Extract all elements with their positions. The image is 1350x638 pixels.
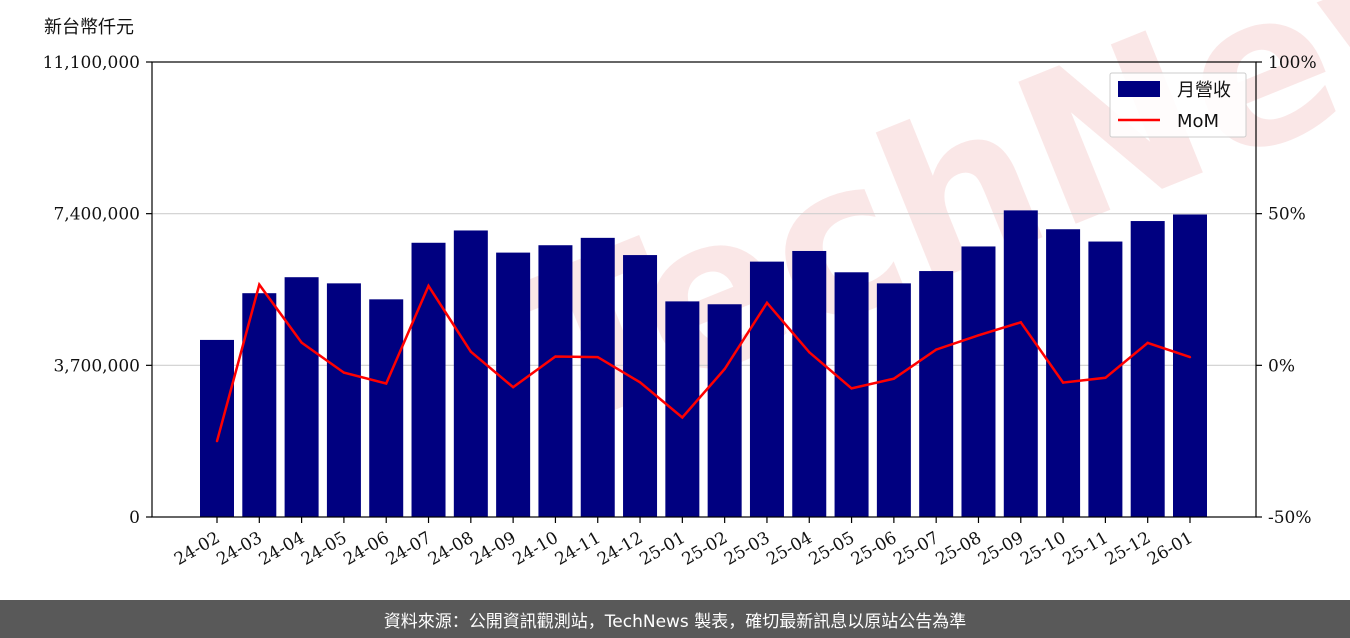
x-tick-label-25-12: 25-12 xyxy=(1102,528,1154,570)
plot-frame xyxy=(151,61,1257,518)
right-tick-label-1: 0% xyxy=(1268,356,1295,376)
x-tick-label-25-04: 25-04 xyxy=(763,528,815,570)
mom-point-24-10 xyxy=(554,355,557,358)
legend: 月營收 MoM xyxy=(1109,72,1247,138)
right-tick-label-3: 100% xyxy=(1268,53,1317,73)
x-tick-label-25-05: 25-05 xyxy=(806,528,858,570)
right-tick-label-2: 50% xyxy=(1268,205,1306,225)
revenue-bar-25-02 xyxy=(707,304,742,517)
x-tick-label-24-10: 24-10 xyxy=(509,528,561,570)
mom-point-24-07 xyxy=(427,284,430,288)
left-tick-label-2: 7,400,000 xyxy=(53,205,140,225)
legend-label-mom: MoM xyxy=(1177,111,1219,132)
x-tick-label-24-09: 24-09 xyxy=(467,528,519,570)
revenue-bar-24-09 xyxy=(496,252,531,518)
revenue-bar-25-10 xyxy=(1046,229,1081,518)
x-tick-label-25-01: 25-01 xyxy=(636,528,688,570)
x-tick-label-24-03: 24-03 xyxy=(213,528,265,570)
x-tick-label-24-11: 24-11 xyxy=(552,528,604,570)
revenue-bar-24-05 xyxy=(326,283,361,517)
revenue-bar-24-08 xyxy=(453,230,488,518)
mom-point-25-08 xyxy=(977,334,980,337)
mom-point-25-07 xyxy=(934,348,938,351)
revenue-bar-25-05 xyxy=(834,272,869,517)
mom-point-24-08 xyxy=(469,350,473,353)
legend-swatch-revenue xyxy=(1118,81,1160,97)
x-tick-label-25-09: 25-09 xyxy=(975,528,1027,570)
left-tick-label-0: 0 xyxy=(129,508,140,528)
mom-point-25-06 xyxy=(892,377,896,380)
mom-point-25-05 xyxy=(850,387,853,390)
revenue-bar-24-02 xyxy=(200,339,234,517)
mom-point-24-04 xyxy=(300,341,303,344)
x-tick-label-26-01: 26-01 xyxy=(1144,528,1196,570)
footer-bar: 資料來源：公開資訊觀測站，TechNews 製表，確切最新訊息以原站公告為準 xyxy=(0,600,1350,638)
mom-point-25-11 xyxy=(1104,376,1107,379)
x-tick-label-25-11: 25-11 xyxy=(1059,528,1111,570)
revenue-bar-25-09 xyxy=(1003,210,1038,517)
revenue-bar-25-08 xyxy=(961,246,996,517)
mom-point-24-03 xyxy=(258,283,261,286)
revenue-bar-25-04 xyxy=(792,250,827,517)
x-axis: 24-0224-0324-0424-0524-0624-0724-0824-09… xyxy=(171,517,1197,570)
y-unit-label: 新台幣仟元 xyxy=(44,17,134,38)
mom-point-25-02 xyxy=(723,367,726,371)
revenue-bar-25-12 xyxy=(1130,221,1165,517)
left-tick-label-3: 11,100,000 xyxy=(43,53,140,73)
mom-point-25-12 xyxy=(1146,341,1149,345)
revenue-bar-25-06 xyxy=(876,283,911,517)
mom-line xyxy=(215,281,1191,442)
revenue-bar-24-10 xyxy=(538,245,573,517)
footer-source-text: 資料來源：公開資訊觀測站，TechNews 製表，確切最新訊息以原站公告為準 xyxy=(383,611,967,632)
x-tick-label-24-02: 24-02 xyxy=(171,528,223,570)
left-tick-label-1: 3,700,000 xyxy=(53,356,140,376)
mom-point-26-01 xyxy=(1188,355,1192,359)
x-tick-label-25-10: 25-10 xyxy=(1017,528,1069,570)
revenue-bar-25-07 xyxy=(919,271,954,517)
bar-series xyxy=(200,210,1207,518)
x-tick-label-24-06: 24-06 xyxy=(340,528,392,570)
x-tick-label-25-08: 25-08 xyxy=(933,528,985,570)
x-tick-label-25-02: 25-02 xyxy=(679,528,731,570)
mom-line-series xyxy=(215,281,1192,443)
legend-label-revenue: 月營收 xyxy=(1177,80,1231,101)
mom-point-24-05 xyxy=(342,371,346,374)
right-tick-label-0: -50% xyxy=(1268,508,1312,528)
x-tick-label-24-07: 24-07 xyxy=(383,528,435,570)
x-tick-label-24-05: 24-05 xyxy=(298,528,350,570)
x-tick-label-25-03: 25-03 xyxy=(721,528,773,570)
revenue-bar-24-12 xyxy=(623,255,658,517)
mom-point-24-09 xyxy=(511,385,515,389)
mom-point-24-11 xyxy=(596,355,599,359)
revenue-bar-25-03 xyxy=(749,261,784,517)
mom-point-25-01 xyxy=(681,416,684,419)
revenue-bar-26-01 xyxy=(1173,214,1207,517)
mom-point-25-03 xyxy=(765,301,769,305)
left-axis: 0 3,700,000 7,400,000 11,100,000 xyxy=(43,53,152,528)
right-axis: -50% 0% 50% 100% xyxy=(1256,53,1317,528)
x-tick-label-24-08: 24-08 xyxy=(425,528,477,570)
mom-point-24-02 xyxy=(215,439,219,443)
mom-point-24-06 xyxy=(385,382,388,385)
mom-point-25-04 xyxy=(808,351,811,354)
revenue-bar-24-06 xyxy=(369,299,404,517)
x-tick-label-25-06: 25-06 xyxy=(848,528,900,570)
x-tick-label-25-07: 25-07 xyxy=(890,528,942,570)
x-tick-label-24-04: 24-04 xyxy=(256,528,308,570)
revenue-bar-24-04 xyxy=(284,277,319,517)
x-tick-label-24-12: 24-12 xyxy=(594,528,646,570)
mom-point-25-10 xyxy=(1061,381,1065,384)
revenue-bar-24-11 xyxy=(580,237,615,517)
mom-point-24-12 xyxy=(638,381,642,384)
mom-point-25-09 xyxy=(1019,321,1022,324)
